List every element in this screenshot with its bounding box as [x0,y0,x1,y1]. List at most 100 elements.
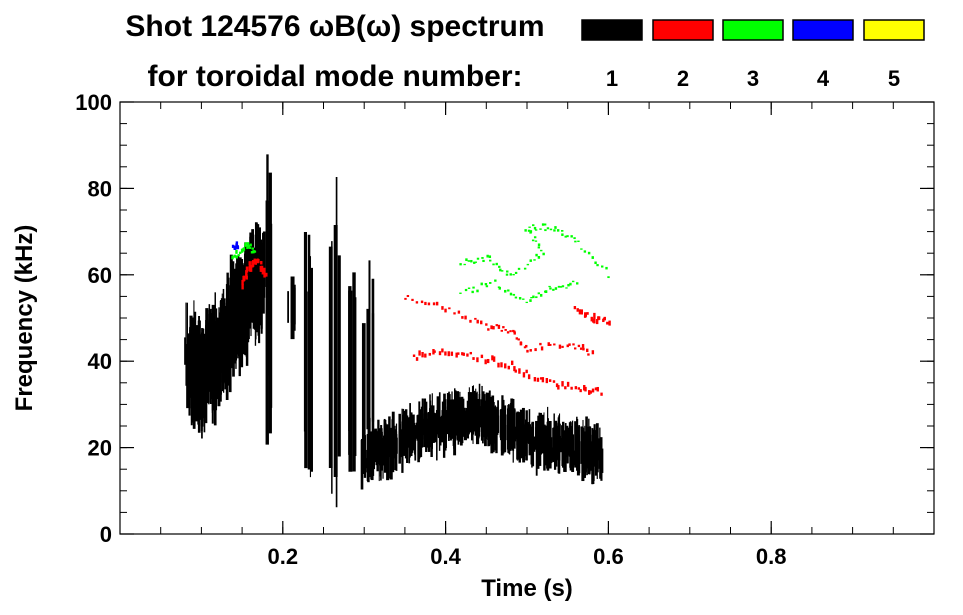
spectral-point [580,248,583,250]
spectral-point [490,325,493,330]
spectral-point [500,270,504,272]
spectral-point [505,273,509,276]
spectral-point [467,287,471,289]
spectral-point [514,296,518,299]
spectral-point [469,351,473,355]
spectral-point [256,259,260,264]
spectral-point [245,266,249,273]
spectral-point [555,383,559,388]
spectral-point [577,344,581,348]
spectral-point [596,386,599,392]
spectral-point [561,233,564,236]
spectral-point [528,226,531,228]
spectral-point [603,317,606,321]
spectral-point [469,319,472,323]
spectral-point [593,312,596,319]
spectral-point [561,345,564,348]
spectral-point [231,244,235,248]
spectral-point [589,390,592,394]
legend-swatch-2 [652,19,714,41]
spectral-point [263,267,266,274]
spectral-point [241,283,244,290]
spectral-point [590,316,593,322]
spectral-point [525,301,528,304]
spectral-point [561,381,564,387]
spectral-point [517,267,521,270]
y-tick-label: 20 [88,436,112,461]
spectral-point [495,324,498,327]
spectral-point [540,249,543,252]
spectral-point [497,324,501,329]
legend-swatch-5 [863,19,925,41]
spectral-point [500,329,504,332]
spectral-point [601,265,604,268]
spectral-point [474,261,477,263]
spectral-point [566,381,570,387]
plot-area: 0.2 0.4 0.6 0.8 0 20 40 60 80 100 [75,90,935,569]
spectral-point [465,258,468,261]
spectral-point [549,228,553,231]
spectral-point [512,273,515,276]
spectral-point [553,229,556,232]
spectral-point [502,326,505,329]
spectral-point [573,237,576,240]
spectral-point [241,248,245,252]
legend-swatch-3 [722,19,784,41]
spectral-point [470,259,473,263]
spectral-point [504,289,507,293]
spectral-point [536,377,540,382]
spectral-point [533,226,537,230]
spectral-point [404,297,407,300]
spectral-point [485,323,488,326]
spectral-point [597,316,601,320]
series-mode-3-early [231,242,257,260]
spectral-point [537,243,541,247]
spectral-point [587,251,591,255]
spectral-point [244,242,247,245]
spectral-point [574,386,578,390]
spectral-point [561,285,565,288]
spectral-point [532,224,535,227]
spectral-point [420,300,424,304]
spectral-point [249,264,253,272]
spectral-point [415,357,419,361]
spectral-point [547,342,550,346]
y-tick-label: 60 [88,263,112,288]
spectral-point [518,297,522,300]
spectral-point [557,385,560,390]
series-mode-1-broadband [184,222,266,439]
spectral-point [534,348,537,352]
series-mode-2-upper-band [404,295,595,356]
spectral-point [548,379,552,382]
spectral-point [553,343,556,346]
spectral-point [569,282,572,286]
spectral-point [476,357,479,363]
spectral-point [453,312,456,315]
spectral-point [236,245,239,249]
spectral-point [522,372,526,378]
legend-label-1: 1 [606,66,618,91]
spectral-point [476,257,480,260]
y-tick-label: 80 [88,176,112,201]
spectral-point [535,296,538,299]
spectral-point [251,260,255,265]
spectral-point [489,281,492,284]
spectral-point [606,321,609,325]
spectral-point [476,289,479,293]
spectral-point [457,352,460,355]
series-mode-3-upper-band [459,223,610,279]
x-tick-label: 0.2 [268,544,299,569]
spectral-point [438,351,442,356]
spectral-point [487,328,490,331]
spectral-point [539,293,543,297]
spectral-point [424,301,427,306]
spectral-point [471,290,474,294]
spectral-point [444,308,447,313]
spectral-point [586,312,589,315]
spectral-point [444,351,447,356]
spectral-point [595,319,599,325]
spectral-point [605,266,608,270]
spectral-point [561,230,564,232]
spectral-point [571,280,575,283]
